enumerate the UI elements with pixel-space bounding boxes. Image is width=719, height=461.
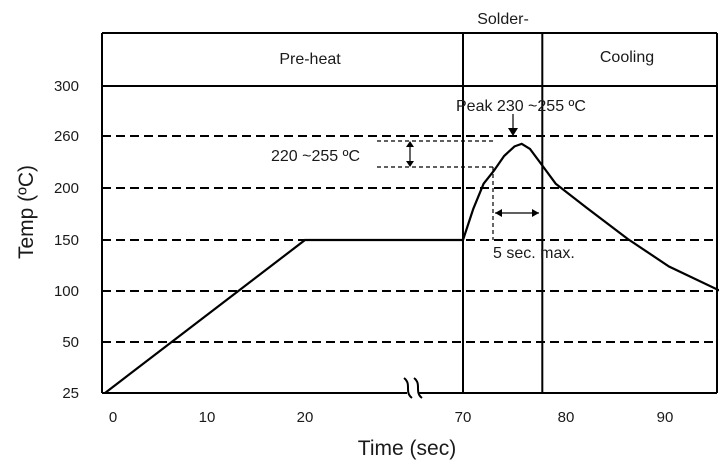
profile-line-0 <box>104 142 719 394</box>
y-tick-100: 100 <box>54 283 79 300</box>
x-axis-title: Time (sec) <box>358 437 456 460</box>
duration-arrow-right <box>532 209 539 217</box>
y-tick-50: 50 <box>62 334 79 351</box>
y-tick-300: 300 <box>54 78 79 95</box>
zone-label-0: Pre-heat <box>279 51 341 68</box>
plot-frame <box>101 32 718 399</box>
band-arrow-up <box>406 141 414 147</box>
x-tick-70: 70 <box>455 409 472 426</box>
x-tick-20: 20 <box>297 409 314 426</box>
x-tick-80: 80 <box>558 409 575 426</box>
peak-annotation: Peak 230 ~255 ºC <box>456 98 586 115</box>
axis-break-mark-1 <box>403 377 413 399</box>
peak-arrow-head <box>508 128 518 136</box>
x-tick-0: 0 <box>109 409 117 426</box>
band-arrow-down <box>406 161 414 167</box>
zone-header: Pre-heat Solder- Cooling <box>279 11 654 68</box>
series-group <box>104 142 719 394</box>
duration-annotation: 5 sec. max. <box>493 245 575 262</box>
x-tick-10: 10 <box>199 409 216 426</box>
zone-label-2: Cooling <box>600 49 654 66</box>
y-tick-150: 150 <box>54 232 79 249</box>
duration-arrow-left <box>495 209 502 217</box>
zone-label-1: Solder- <box>477 11 529 28</box>
annotations: Peak 230 ~255 ºC 220 ~255 ºC 5 sec. max. <box>271 98 586 262</box>
y-tick-260: 260 <box>54 128 79 145</box>
grid-lines <box>102 135 717 343</box>
axis-break-mark-2 <box>413 377 423 399</box>
band-annotation: 220 ~255 ºC <box>271 148 360 165</box>
y-tick-200: 200 <box>54 180 79 197</box>
tick-labels: 300 260 200 150 100 50 25 0 10 20 70 80 90 <box>54 78 673 426</box>
y-axis-title: Temp (ºC) <box>15 165 38 259</box>
y-tick-25: 25 <box>62 385 79 402</box>
x-tick-90: 90 <box>657 409 674 426</box>
